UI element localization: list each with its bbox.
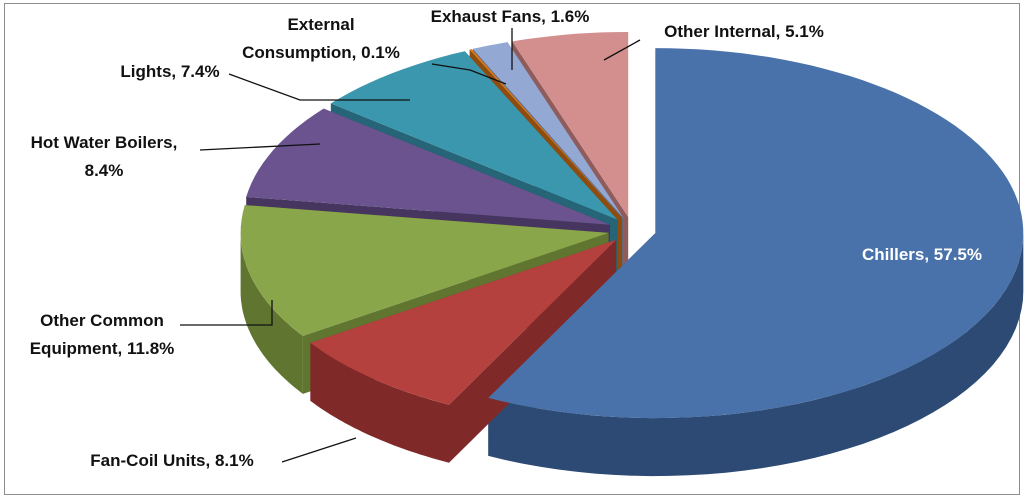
slice-label-external-consumption-line1: External bbox=[287, 15, 354, 34]
slice-label-lights: Lights, 7.4% bbox=[120, 62, 219, 81]
leader-line-0 bbox=[281, 437, 357, 463]
slice-lights bbox=[330, 51, 618, 220]
slice-hot-water-boilers bbox=[246, 108, 610, 225]
slice-label-hot-water-boilers-line1: Hot Water Boilers, bbox=[31, 133, 178, 152]
leader-line-2 bbox=[199, 143, 321, 151]
leader-line-3 bbox=[228, 73, 410, 101]
slice-label-exhaust-fans: Exhaust Fans, 1.6% bbox=[431, 7, 590, 26]
slice-chillers bbox=[488, 48, 1024, 419]
slice-label-other-internal: Other Internal, 5.1% bbox=[664, 22, 824, 41]
slice-label-other-common-line1: Other Common bbox=[40, 311, 164, 330]
slice-label-fan-coil-units: Fan-Coil Units, 8.1% bbox=[90, 451, 253, 470]
slice-label-external-consumption-line2: Consumption, 0.1% bbox=[242, 43, 400, 62]
slice-label-other-common-line2: Equipment, 11.8% bbox=[30, 339, 175, 358]
slice-fan-coil-units bbox=[310, 239, 617, 405]
leader-line-4 bbox=[431, 63, 507, 85]
slice-other-common-equipment bbox=[240, 205, 609, 336]
leader-line-6 bbox=[603, 39, 641, 61]
leader-line-1 bbox=[180, 300, 273, 326]
slice-side-chillers bbox=[488, 233, 1024, 477]
slice-external-consumption bbox=[469, 49, 623, 218]
slice-label-chillers: Chillers, 57.5% bbox=[862, 245, 982, 264]
slice-label-hot-water-boilers-line2: 8.4% bbox=[85, 161, 124, 180]
slice-exhaust-fans bbox=[472, 42, 624, 218]
slice-other-internal bbox=[512, 32, 629, 217]
